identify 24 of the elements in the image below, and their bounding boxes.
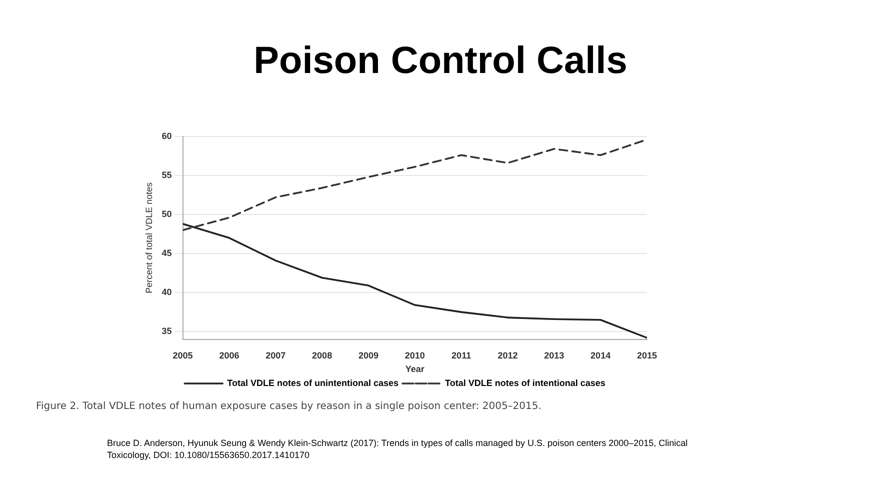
x-tick-label: 2009: [358, 350, 378, 360]
x-tick-label: 2005: [172, 350, 193, 360]
x-tick-label: 2014: [590, 350, 611, 360]
text: Bruce D. Anderson, Hyunuk Seung & Wendy Klein-Schwartz (2017): Trends in types of calls managed by U.S. poison centers 2000–2015, Clinical Toxicology, DOI: 10.1080/15563650.2017.1410170: [107, 437, 689, 461]
y-axis-title: Percent of total VDLE notes: [144, 182, 154, 294]
x-tick-label: 2013: [544, 350, 564, 360]
y-tick-label: 60: [162, 130, 172, 141]
y-tick-label: 35: [162, 326, 172, 336]
legend-label: Total VDLE notes of intentional cases: [445, 378, 606, 388]
x-tick-label: 2012: [498, 350, 518, 360]
x-tick-label: 2015: [636, 350, 658, 360]
y-tick-label: 40: [162, 287, 172, 298]
x-tick-label: 2010: [404, 350, 425, 360]
x-tick-label: 2006: [219, 350, 240, 360]
caption: Figure 2. Total VDLE notes of human exposure cases by reason in a single poison center: 2005–2015.: [36, 401, 542, 412]
x-tick-label: 2007: [266, 350, 286, 360]
legend-label: Total VDLE notes of unintentional cases: [227, 378, 399, 388]
x-tick-label: 2008: [312, 350, 332, 360]
x-axis-title: Year: [405, 364, 425, 374]
y-tick-label: 50: [162, 208, 172, 219]
chart-title: Poison Control Calls: [252, 40, 628, 83]
y-tick-label: 55: [162, 170, 172, 180]
x-tick-label: 2011: [452, 350, 472, 360]
y-tick-label: 45: [162, 248, 172, 258]
